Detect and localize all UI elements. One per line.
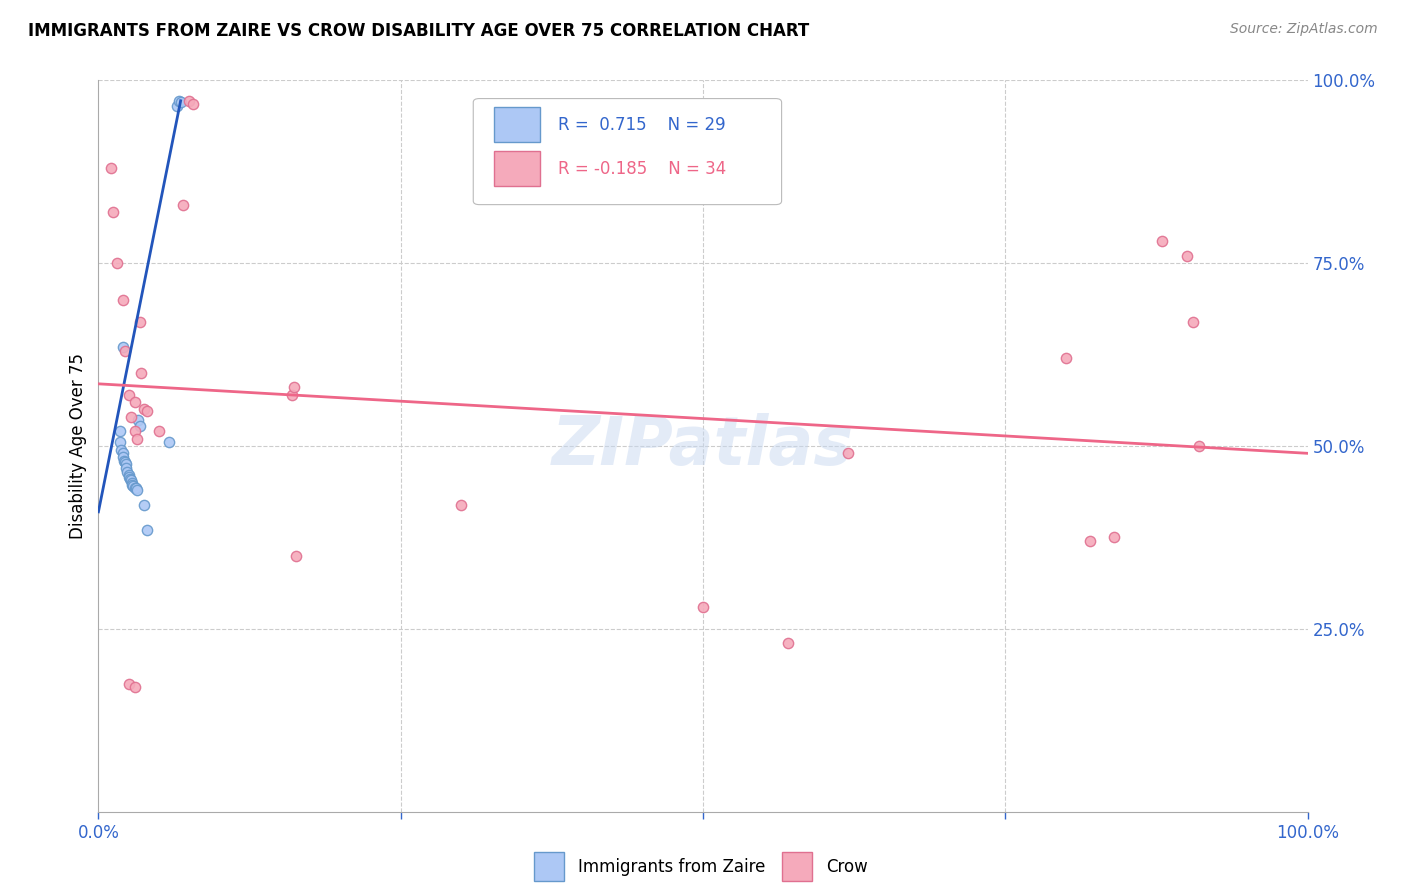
Point [108,435,131,450]
Point [1188,439,1211,453]
Point [128,419,150,434]
Point [1078,534,1101,549]
Point [1152,234,1174,248]
Point [127,432,149,446]
Point [115,458,138,472]
Point [166,99,188,113]
Point [172,197,194,211]
Point [118,676,141,690]
Point [105,256,128,270]
Point [111,446,134,460]
Bar [534,852,564,881]
Point [120,409,142,424]
Point [118,468,141,483]
Point [124,395,146,409]
Point [124,681,146,695]
Point [134,402,156,417]
Point [179,94,201,108]
Bar [782,852,811,881]
Point [283,380,305,394]
Text: Immigrants from Zaire: Immigrants from Zaire [578,857,766,876]
Point [111,293,134,307]
Point [169,94,191,108]
Point [114,455,136,469]
Point [122,479,145,493]
Point [157,435,180,450]
Point [112,453,135,467]
Point [111,450,134,464]
Point [1054,351,1077,366]
FancyBboxPatch shape [474,99,782,204]
Point [134,498,156,512]
Point [1181,315,1204,329]
Point [135,404,157,418]
Text: ZIPatlas: ZIPatlas [553,413,853,479]
Point [692,599,714,614]
Point [101,205,124,219]
Point [127,413,149,427]
Y-axis label: Disability Age Over 75: Disability Age Over 75 [69,353,87,539]
Point [118,388,141,402]
Point [129,366,152,380]
Text: Source: ZipAtlas.com: Source: ZipAtlas.com [1230,22,1378,37]
Point [1102,530,1125,544]
Point [128,315,150,329]
Point [121,477,143,491]
Text: R = -0.185    N = 34: R = -0.185 N = 34 [558,160,725,178]
Point [837,446,859,460]
Point [181,96,204,111]
Point [124,481,146,495]
Text: R =  0.715    N = 29: R = 0.715 N = 29 [558,116,725,134]
Point [118,469,141,483]
Point [124,425,146,439]
Point [117,465,139,479]
Point [100,161,122,175]
Point [114,343,136,358]
Point [281,388,304,402]
Bar [494,107,540,143]
Text: Crow: Crow [827,857,868,876]
Point [148,425,170,439]
Point [111,340,134,354]
Point [450,498,472,512]
Point [120,474,142,488]
Point [121,475,143,490]
Bar [494,152,540,186]
Text: IMMIGRANTS FROM ZAIRE VS CROW DISABILITY AGE OVER 75 CORRELATION CHART: IMMIGRANTS FROM ZAIRE VS CROW DISABILITY… [28,22,810,40]
Point [135,523,157,537]
Point [284,549,307,563]
Point [115,461,138,475]
Point [125,482,148,496]
Point [110,442,132,457]
Point [118,472,141,486]
Point [127,483,149,497]
Point [1175,249,1198,263]
Point [169,95,191,110]
Point [108,425,131,439]
Point [776,636,799,650]
